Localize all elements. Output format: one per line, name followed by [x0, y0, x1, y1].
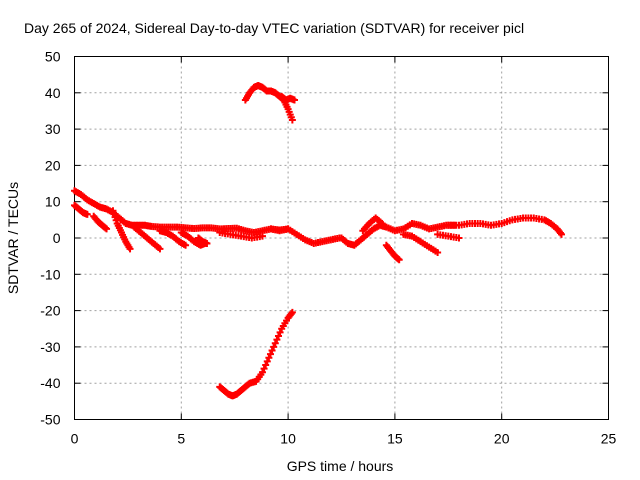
x-tick-labels: 0 5 10 15 20 25: [71, 431, 617, 447]
series-arc-upper-tail: [278, 92, 299, 104]
x-tick-label: 0: [71, 431, 79, 447]
series-arc-desc-2: [109, 207, 134, 253]
y-tick-label: -10: [40, 266, 60, 282]
data-series: [71, 82, 566, 400]
x-tick-label: 15: [387, 431, 403, 447]
series-arc-desc-3: [130, 223, 164, 253]
data-point: [83, 210, 91, 218]
series-arc-mid-3: [338, 219, 459, 249]
data-point: [268, 347, 276, 355]
series-arc-desc-1: [90, 212, 111, 233]
data-point: [271, 339, 279, 347]
y-tick-label: -50: [40, 412, 60, 428]
series-arc-short-a: [71, 201, 91, 218]
y-tick-label: -30: [40, 339, 60, 355]
data-point: [263, 357, 271, 365]
data-point: [203, 239, 211, 247]
y-tick-label: -20: [40, 303, 60, 319]
series-arc-low-15: [382, 241, 403, 264]
series-arc-lower: [216, 308, 296, 400]
data-point: [288, 116, 296, 124]
data-point: [273, 336, 281, 344]
data-point: [258, 368, 266, 376]
series-arc-low-mid: [216, 229, 266, 242]
axis-ticks: [74, 56, 609, 420]
data-point: [558, 230, 566, 238]
data-point: [378, 219, 386, 227]
x-tick-label: 20: [494, 431, 510, 447]
series-arc-low-late: [434, 230, 463, 242]
y-tick-label: -40: [40, 375, 60, 391]
data-point: [103, 225, 111, 233]
x-tick-label: 10: [280, 431, 296, 447]
data-point: [276, 328, 284, 336]
y-tick-label: 0: [53, 230, 61, 246]
y-tick-label: 50: [45, 49, 61, 65]
data-point: [265, 354, 273, 362]
data-point: [156, 245, 164, 253]
y-tick-label: 40: [45, 85, 61, 101]
x-tick-label: 25: [601, 431, 617, 447]
data-point: [434, 249, 442, 257]
series-arc-mid-2: [267, 225, 343, 247]
data-point: [126, 245, 134, 253]
data-point: [262, 361, 270, 369]
y-tick-label: 30: [45, 121, 61, 137]
data-point: [291, 96, 299, 104]
data-point: [288, 308, 296, 316]
y-tick-labels: 50 40 30 20 10 0 -10 -20 -30 -40 -50: [40, 49, 60, 428]
x-tick-label: 5: [177, 431, 185, 447]
data-point: [266, 350, 274, 358]
series-arc-desc-6: [194, 234, 211, 247]
data-point: [274, 332, 282, 340]
series-arc-mid-4: [399, 230, 442, 257]
series-arc-late: [444, 214, 566, 238]
data-point: [260, 365, 268, 373]
data-point: [258, 232, 266, 240]
x-axis-label: GPS time / hours: [287, 458, 394, 474]
data-point: [182, 241, 190, 249]
y-tick-label: 20: [45, 157, 61, 173]
chart-title: Day 265 of 2024, Sidereal Day-to-day VTE…: [24, 20, 524, 36]
y-axis-label: SDTVAR / TECUs: [5, 182, 21, 294]
data-point: [395, 256, 403, 264]
y-tick-label: 10: [45, 194, 61, 210]
data-point: [270, 343, 278, 351]
data-point: [455, 234, 463, 242]
series-arc-bump: [359, 214, 386, 235]
series-arc-desc-4: [156, 227, 190, 249]
